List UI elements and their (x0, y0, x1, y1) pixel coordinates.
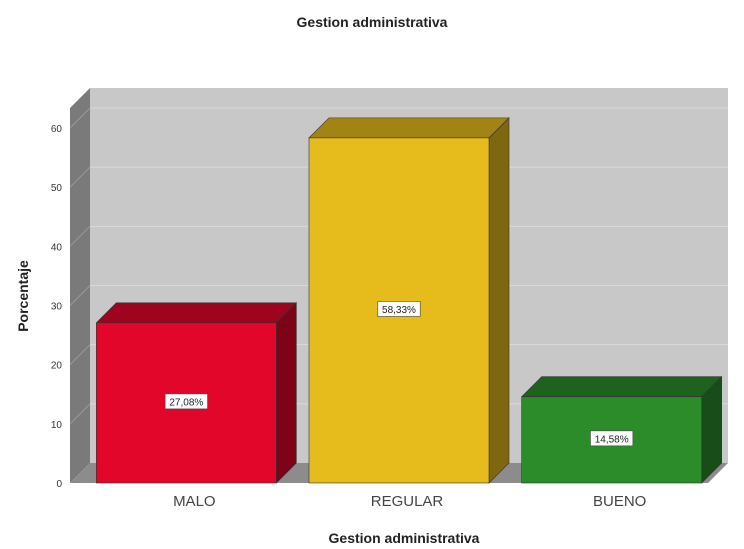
data-label: 14,58% (595, 434, 629, 445)
y-axis-ticks: 0 10 20 30 40 50 60 (51, 124, 63, 490)
data-label-box (590, 430, 634, 447)
data-label: 58,33% (382, 305, 416, 316)
bar-top (95, 302, 298, 324)
x-tick-label: BUENO (593, 493, 646, 510)
y-tick-label: 60 (51, 124, 63, 135)
bar-malo: 27,08% (95, 302, 298, 484)
y-tick-label: 20 (51, 361, 63, 372)
y-tick-label: 40 (51, 242, 63, 253)
plot-left-wall (70, 88, 90, 483)
x-tick-label: REGULAR (371, 493, 444, 510)
y-tick-label: 50 (51, 183, 63, 194)
bar-side (488, 117, 510, 484)
chart-title: Gestion administrativa (297, 14, 448, 30)
data-label: 27,08% (169, 397, 203, 408)
data-label-box (377, 301, 421, 317)
bar-bueno: 14,58% (520, 376, 723, 484)
gridline-side (69, 344, 91, 366)
x-axis-label: Gestion administrativa (329, 530, 480, 546)
bars: 27,08% 58,33% 14,58% (95, 117, 723, 484)
x-axis-ticks: MALO REGULAR BUENO (173, 493, 646, 510)
gridline-side (69, 166, 91, 188)
y-tick-label: 0 (56, 479, 62, 490)
gridline-side (69, 285, 91, 306)
bar-top (308, 117, 510, 139)
bar-side (276, 302, 297, 484)
bar-top (520, 376, 723, 398)
x-tick-label: MALO (173, 493, 216, 510)
gridline-side (69, 225, 91, 247)
y-tick-label: 30 (51, 302, 63, 313)
data-label-box (164, 393, 208, 410)
bar-regular: 58,33% (308, 117, 510, 484)
y-axis-label: Porcentaje (15, 260, 31, 332)
gridline-side (69, 107, 91, 129)
gridline-side (69, 403, 91, 425)
y-tick-label: 10 (51, 420, 63, 431)
